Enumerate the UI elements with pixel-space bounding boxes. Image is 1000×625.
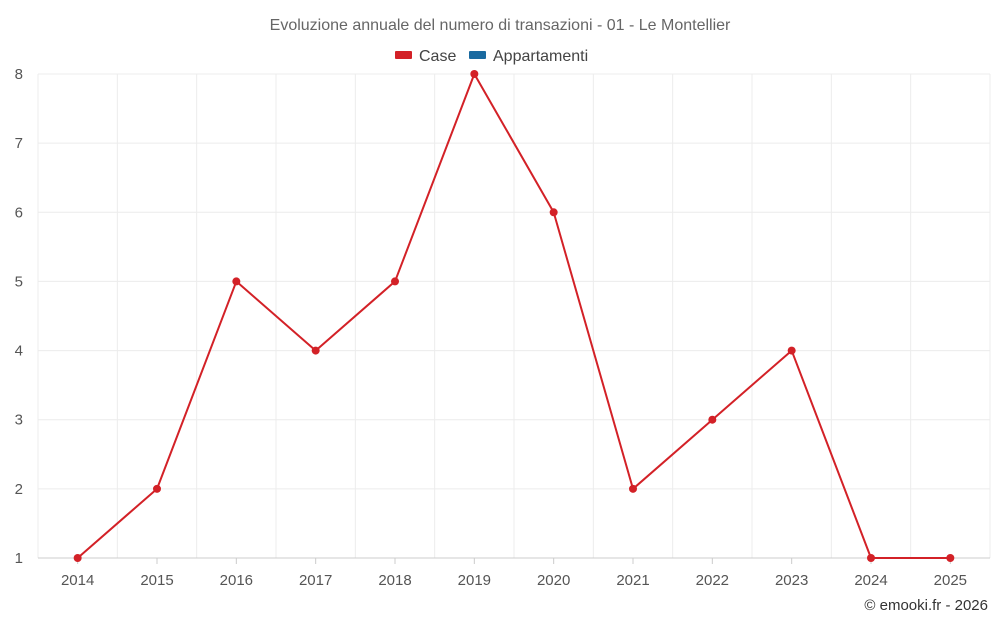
x-tick-label-2015: 2015 [140, 572, 173, 589]
x-tick-label-2018: 2018 [378, 572, 411, 589]
x-tick-label-2017: 2017 [299, 572, 332, 589]
chart-title: Evoluzione annuale del numero di transaz… [270, 17, 731, 34]
x-tick-label-2020: 2020 [537, 572, 570, 589]
data-point-case-2024[interactable] [867, 554, 875, 562]
x-tick-label-2024: 2024 [854, 572, 887, 589]
data-point-case-2019[interactable] [470, 70, 479, 78]
y-tick-label-7: 7 [15, 135, 23, 152]
legend-swatch-appartamenti [469, 51, 486, 59]
x-axis: 2014 2015 2016 2017 2018 2019 2020 2021 2022 2023… [38, 557, 990, 589]
data-point-case-2016[interactable] [232, 277, 241, 286]
legend-item-case[interactable]: Case [395, 48, 456, 65]
data-point-case-2025[interactable] [946, 554, 955, 562]
series-line-case [77, 73, 951, 559]
x-tick-label-2014: 2014 [61, 572, 94, 589]
series-layer [73, 70, 955, 562]
data-point-case-2023[interactable] [787, 346, 796, 355]
credit-text: © emooki.fr - 2026 [864, 597, 988, 614]
grid [37, 73, 991, 558]
data-point-case-2018[interactable] [391, 277, 399, 286]
y-tick-label-4: 4 [15, 343, 23, 360]
legend-swatch-case [395, 51, 412, 59]
data-point-case-2020[interactable] [549, 208, 558, 217]
y-tick-label-1: 1 [15, 550, 23, 567]
x-tick-label-2022: 2022 [696, 572, 729, 589]
data-point-case-2022[interactable] [708, 415, 717, 424]
y-tick-label-3: 3 [15, 412, 23, 429]
y-tick-label-8: 8 [15, 66, 23, 83]
data-point-case-2015[interactable] [153, 484, 161, 493]
y-axis: 1 2 3 4 5 6 7 8 [15, 66, 23, 567]
legend-item-appartamenti[interactable]: Appartamenti [469, 48, 588, 65]
y-tick-label-6: 6 [15, 204, 23, 221]
x-tick-label-2019: 2019 [458, 572, 491, 589]
y-tick-label-5: 5 [15, 273, 23, 290]
data-point-case-2014[interactable] [73, 554, 82, 562]
x-tick-label-2023: 2023 [775, 572, 808, 589]
data-point-case-2021[interactable] [629, 484, 637, 493]
x-tick-label-2021: 2021 [616, 572, 649, 589]
legend: Case Appartamenti [395, 48, 588, 65]
y-tick-label-2: 2 [15, 481, 23, 498]
x-tick-label-2025: 2025 [934, 572, 967, 589]
x-tick-label-2016: 2016 [220, 572, 253, 589]
data-point-case-2017[interactable] [311, 346, 320, 355]
legend-label-case: Case [419, 48, 456, 65]
legend-label-appartamenti: Appartamenti [493, 48, 588, 65]
